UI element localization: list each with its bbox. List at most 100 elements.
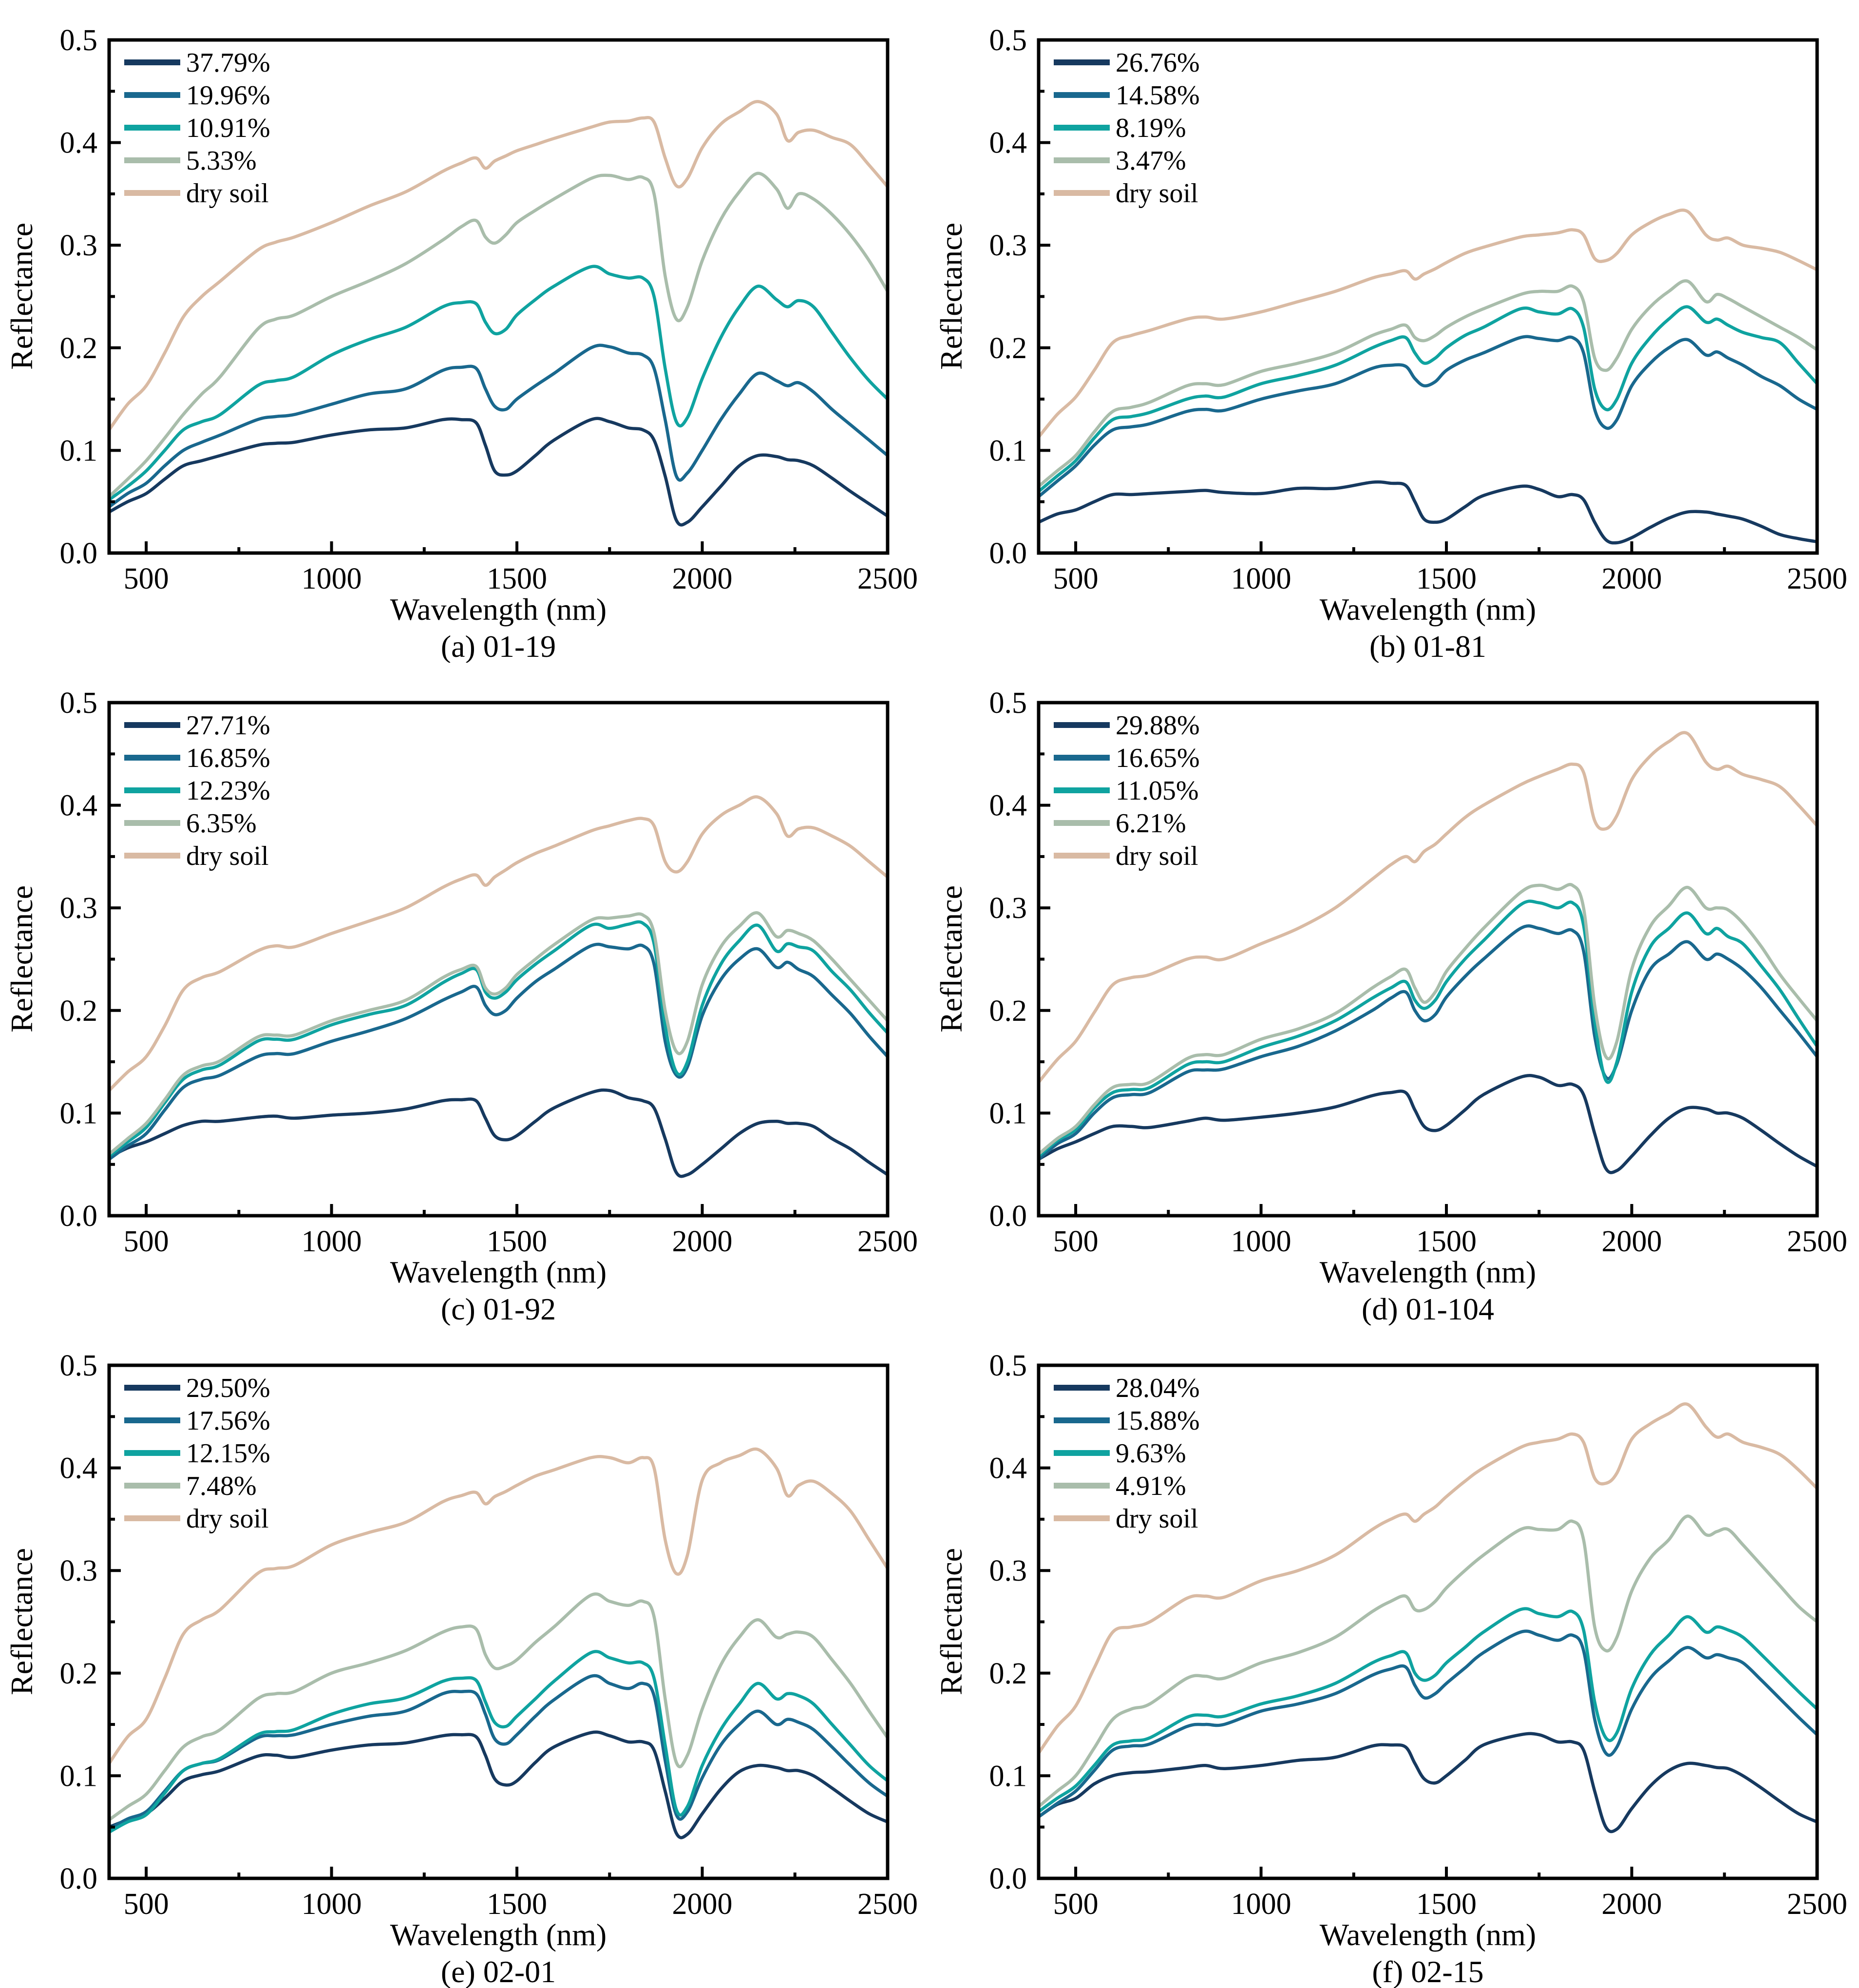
y-tick-label: 0.3 bbox=[60, 892, 98, 925]
legend-label: 7.48% bbox=[186, 1471, 257, 1501]
y-axis-title: Reflectance bbox=[4, 223, 39, 370]
x-tick-label: 2500 bbox=[1787, 1888, 1847, 1921]
y-tick-label: 0.2 bbox=[989, 1657, 1027, 1690]
x-tick-label: 1500 bbox=[1416, 562, 1477, 595]
y-axis-title: Reflectance bbox=[934, 1548, 968, 1695]
curve-a-19.96pct bbox=[107, 344, 890, 509]
legend-label: 17.56% bbox=[186, 1406, 270, 1436]
curve-a-dry-soil bbox=[107, 100, 890, 432]
legend-label: dry soil bbox=[186, 178, 269, 209]
chart-svg-a: 500 1000 1500 2000 2500 0.0 0.1 0.2 0.3 0.4 0.5 37.… bbox=[4, 24, 918, 663]
x-tick-label: 1000 bbox=[302, 1225, 362, 1258]
legend-label: 27.71% bbox=[186, 710, 270, 741]
x-tick-label: 1500 bbox=[487, 1225, 547, 1258]
legend-label: 6.35% bbox=[186, 808, 257, 839]
chart-svg-e: 500 1000 1500 2000 2500 0.0 0.1 0.2 0.3 0.4 0.5 29.… bbox=[4, 1349, 918, 1988]
y-tick-label: 0.1 bbox=[60, 1759, 98, 1793]
curve-a-37.79pct bbox=[107, 417, 890, 527]
curve-e-7.48pct bbox=[107, 1592, 890, 1822]
x-axis-title: Wavelength (nm) bbox=[1320, 1255, 1536, 1289]
x-tick-label: 2500 bbox=[857, 1225, 918, 1258]
x-tick-label: 2000 bbox=[1602, 1225, 1662, 1258]
y-tick-label: 0.4 bbox=[989, 789, 1027, 822]
y-tick-label: 0.0 bbox=[989, 537, 1027, 570]
curve-f-4.91pct bbox=[1037, 1514, 1819, 1808]
y-tick-label: 0.5 bbox=[60, 687, 98, 720]
curve-d-6.21pct bbox=[1037, 883, 1819, 1156]
x-axis-title: Wavelength (nm) bbox=[390, 1917, 607, 1952]
legend-label: dry soil bbox=[186, 1504, 269, 1534]
legend-label: 19.96% bbox=[186, 80, 270, 111]
legend-label: 12.15% bbox=[186, 1438, 270, 1469]
x-axis-title: Wavelength (nm) bbox=[1320, 1917, 1536, 1952]
x-axis-title: Wavelength (nm) bbox=[1320, 592, 1536, 627]
panel-caption: (f) 02-15 bbox=[1372, 1954, 1483, 1988]
y-tick-label: 0.2 bbox=[60, 994, 98, 1028]
legend-label: 12.23% bbox=[186, 776, 270, 806]
y-tick-label: 0.4 bbox=[60, 789, 98, 822]
x-tick-label: 1000 bbox=[1231, 1888, 1291, 1921]
curve-b-26.76pct bbox=[1037, 480, 1819, 545]
legend-label: 8.19% bbox=[1116, 113, 1186, 143]
curve-f-dry-soil bbox=[1037, 1402, 1819, 1755]
panel-c: 500 1000 1500 2000 2500 0.0 0.1 0.2 0.3 0.4 0.5 27.… bbox=[0, 663, 930, 1325]
legend-label: 28.04% bbox=[1116, 1373, 1200, 1403]
curve-e-17.56pct bbox=[107, 1674, 890, 1831]
legend-label: 29.88% bbox=[1116, 710, 1200, 741]
x-axis-title: Wavelength (nm) bbox=[390, 592, 607, 627]
y-tick-label: 0.0 bbox=[60, 1200, 98, 1233]
x-tick-label: 500 bbox=[1053, 562, 1099, 595]
curve-f-28.04pct bbox=[1037, 1732, 1819, 1834]
y-tick-label: 0.4 bbox=[60, 1452, 98, 1485]
legend-label: 29.50% bbox=[186, 1373, 270, 1403]
legend-label: 14.58% bbox=[1116, 80, 1200, 111]
curve-e-29.50pct bbox=[107, 1730, 890, 1839]
y-tick-label: 0.3 bbox=[989, 892, 1027, 925]
y-tick-label: 0.5 bbox=[60, 24, 98, 57]
legend-label: 11.05% bbox=[1116, 776, 1199, 806]
legend-label: 5.33% bbox=[186, 146, 257, 176]
chart-svg-f: 500 1000 1500 2000 2500 0.0 0.1 0.2 0.3 0.4 0.5 28.… bbox=[934, 1349, 1847, 1988]
y-tick-label: 0.3 bbox=[60, 1554, 98, 1587]
y-tick-label: 0.3 bbox=[60, 229, 98, 262]
legend-label: dry soil bbox=[1116, 1504, 1198, 1534]
y-tick-label: 0.1 bbox=[989, 1759, 1027, 1793]
legend-label: 9.63% bbox=[1116, 1438, 1186, 1469]
y-tick-label: 0.2 bbox=[60, 332, 98, 365]
y-axis-title: Reflectance bbox=[934, 885, 968, 1032]
y-tick-label: 0.3 bbox=[989, 229, 1027, 262]
x-tick-label: 1000 bbox=[302, 1888, 362, 1921]
y-tick-label: 0.3 bbox=[989, 1554, 1027, 1587]
chart-svg-b: 500 1000 1500 2000 2500 0.0 0.1 0.2 0.3 0.4 0.5 26.… bbox=[934, 24, 1847, 663]
y-tick-label: 0.5 bbox=[989, 24, 1027, 57]
y-tick-label: 0.0 bbox=[989, 1200, 1027, 1233]
y-tick-label: 0.1 bbox=[989, 1097, 1027, 1130]
y-tick-label: 0.0 bbox=[60, 1862, 98, 1895]
curve-f-9.63pct bbox=[1037, 1607, 1819, 1814]
y-tick-label: 0.1 bbox=[989, 434, 1027, 467]
legend-label: 37.79% bbox=[186, 48, 270, 78]
y-tick-label: 0.2 bbox=[989, 994, 1027, 1028]
legend-label: 6.21% bbox=[1116, 808, 1186, 839]
y-tick-label: 0.5 bbox=[989, 1349, 1027, 1382]
legend-label: 15.88% bbox=[1116, 1406, 1200, 1436]
y-tick-label: 0.0 bbox=[60, 537, 98, 570]
y-tick-label: 0.5 bbox=[60, 1349, 98, 1382]
curve-b-14.58pct bbox=[1037, 335, 1819, 498]
x-tick-label: 500 bbox=[124, 562, 169, 595]
panel-a: 500 1000 1500 2000 2500 0.0 0.1 0.2 0.3 0.4 0.5 37.… bbox=[0, 0, 930, 663]
y-tick-label: 0.0 bbox=[989, 1862, 1027, 1895]
curve-c-16.85pct bbox=[107, 942, 890, 1161]
x-tick-label: 1500 bbox=[1416, 1888, 1477, 1921]
curve-f-15.88pct bbox=[1037, 1629, 1819, 1818]
x-tick-label: 500 bbox=[124, 1225, 169, 1258]
legend-label: 10.91% bbox=[186, 113, 270, 143]
y-tick-label: 0.4 bbox=[60, 127, 98, 160]
curve-e-dry-soil bbox=[107, 1447, 890, 1765]
y-tick-label: 0.5 bbox=[989, 687, 1027, 720]
curve-b-dry-soil bbox=[1037, 208, 1819, 439]
legend-label: 16.85% bbox=[186, 743, 270, 773]
x-tick-label: 500 bbox=[1053, 1225, 1099, 1258]
legend-label: dry soil bbox=[1116, 178, 1198, 209]
